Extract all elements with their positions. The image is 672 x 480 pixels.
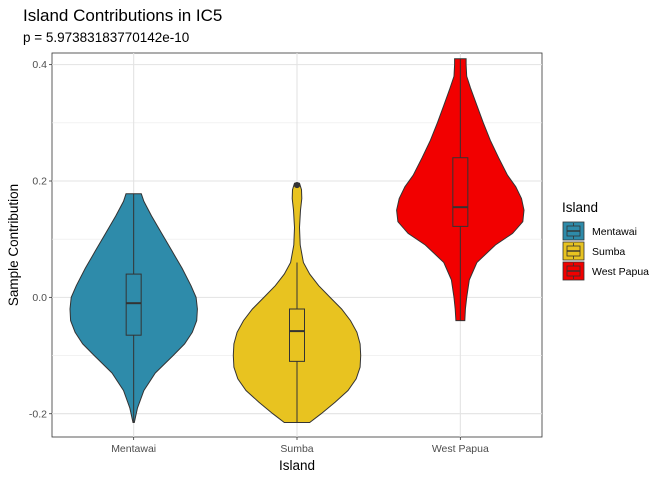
box-iqr xyxy=(452,157,469,227)
box-iqr xyxy=(125,273,142,336)
x-axis-title: Island xyxy=(279,458,315,473)
violins-layer xyxy=(69,58,525,423)
box-iqr xyxy=(289,308,305,362)
x-tick-label: West Papua xyxy=(432,443,489,455)
y-tick-label: 0.0 xyxy=(32,292,47,304)
x-tick-label: Sumba xyxy=(280,443,313,455)
legend-label: West Papua xyxy=(592,266,649,278)
legend: Island Mentawai Sumba West Papua xyxy=(562,200,649,281)
y-tick-label: 0.2 xyxy=(32,176,47,188)
y-axis-title: Sample Contribution xyxy=(6,184,21,306)
y-axis-ticks: -0.2 0.0 0.2 0.4 xyxy=(29,59,52,420)
legend-title: Island xyxy=(562,200,598,215)
x-axis-ticks: Mentawai Sumba West Papua xyxy=(111,437,489,455)
y-tick-label: -0.2 xyxy=(29,408,47,420)
legend-label: Sumba xyxy=(592,246,625,258)
chart-title: Island Contributions in IC5 xyxy=(23,6,222,25)
chart-subtitle: p = 5.97383183770142e-10 xyxy=(23,30,189,45)
legend-label: Mentawai xyxy=(592,226,637,238)
y-tick-label: 0.4 xyxy=(32,59,47,71)
outlier-point xyxy=(293,181,301,189)
x-tick-label: Mentawai xyxy=(111,443,156,455)
